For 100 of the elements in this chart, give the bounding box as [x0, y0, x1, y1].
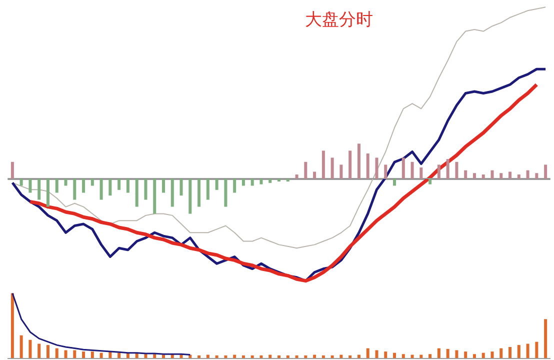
- bar: [286, 178, 290, 182]
- bar: [135, 178, 138, 207]
- bar: [198, 355, 201, 358]
- bar: [180, 178, 183, 196]
- bar: [153, 354, 156, 358]
- bar: [20, 335, 23, 358]
- bar: [490, 170, 494, 179]
- bar: [20, 178, 23, 186]
- bar: [340, 164, 343, 179]
- bar: [526, 344, 530, 358]
- bar: [348, 355, 352, 358]
- bar: [348, 150, 352, 179]
- bar: [198, 178, 201, 207]
- bar: [108, 178, 112, 196]
- bar: [224, 355, 228, 358]
- bar: [268, 354, 272, 358]
- bar: [446, 159, 450, 179]
- bar: [393, 178, 396, 186]
- bar: [46, 178, 50, 207]
- bar: [384, 164, 388, 179]
- bar: [322, 355, 325, 358]
- bar: [330, 158, 334, 179]
- bar: [384, 352, 388, 358]
- bar: [340, 354, 343, 358]
- bar: [64, 178, 68, 186]
- bar: [144, 178, 148, 200]
- bar: [224, 178, 228, 207]
- bar: [38, 344, 41, 358]
- bar: [437, 164, 440, 179]
- bar: [490, 352, 494, 358]
- bar: [544, 164, 548, 179]
- bar: [153, 178, 156, 214]
- bar: [357, 354, 360, 358]
- bar: [472, 354, 476, 358]
- bar: [260, 178, 263, 184]
- bar: [215, 178, 218, 190]
- bar: [286, 355, 290, 358]
- bar: [170, 178, 174, 207]
- bar: [100, 352, 103, 358]
- bar: [482, 352, 485, 358]
- bar: [410, 162, 414, 179]
- bar: [420, 167, 423, 179]
- bar: [55, 348, 58, 358]
- bar: [28, 340, 32, 358]
- bar: [366, 153, 370, 179]
- bar: [215, 355, 218, 358]
- bar: [10, 293, 14, 358]
- bar: [135, 353, 138, 358]
- bar: [55, 178, 58, 193]
- bar: [322, 150, 325, 179]
- bar: [162, 178, 165, 193]
- bar: [90, 352, 94, 358]
- bar: [250, 355, 254, 358]
- bar: [242, 178, 245, 186]
- bar: [482, 174, 485, 179]
- bar: [437, 348, 440, 358]
- bar: [242, 355, 245, 358]
- bar: [464, 170, 468, 179]
- bar: [446, 348, 450, 358]
- bar: [464, 352, 468, 358]
- bar: [517, 345, 520, 358]
- bar: [38, 178, 41, 200]
- bar: [402, 354, 405, 358]
- bar: [313, 354, 316, 358]
- bar: [73, 178, 76, 200]
- bar: [393, 352, 396, 358]
- bar: [233, 354, 236, 358]
- bar: [410, 354, 414, 358]
- bar: [313, 172, 316, 179]
- bar: [90, 178, 94, 186]
- bar: [118, 178, 121, 190]
- bar: [508, 172, 512, 179]
- bar: [233, 178, 236, 193]
- bar: [10, 162, 14, 179]
- bar: [304, 355, 308, 358]
- bar: [295, 355, 298, 358]
- bar: [357, 144, 360, 179]
- bar: [28, 178, 32, 193]
- bar: [428, 354, 432, 358]
- bar: [508, 346, 512, 358]
- bar: [295, 174, 298, 179]
- bar: [455, 162, 458, 179]
- bar: [366, 348, 370, 358]
- bar: [420, 354, 423, 358]
- bar: [304, 162, 308, 179]
- bar: [375, 350, 378, 358]
- bar: [82, 178, 86, 193]
- bar: [126, 178, 130, 193]
- bar: [206, 178, 210, 200]
- bar: [278, 355, 280, 358]
- bar: [260, 355, 263, 358]
- bar: [500, 173, 503, 179]
- bar: [73, 350, 76, 358]
- bar: [375, 158, 378, 179]
- bar: [517, 174, 520, 179]
- bar: [268, 178, 272, 183]
- bar: [206, 354, 210, 358]
- bar: [46, 345, 50, 358]
- bar: [64, 350, 68, 358]
- bar: [455, 350, 458, 358]
